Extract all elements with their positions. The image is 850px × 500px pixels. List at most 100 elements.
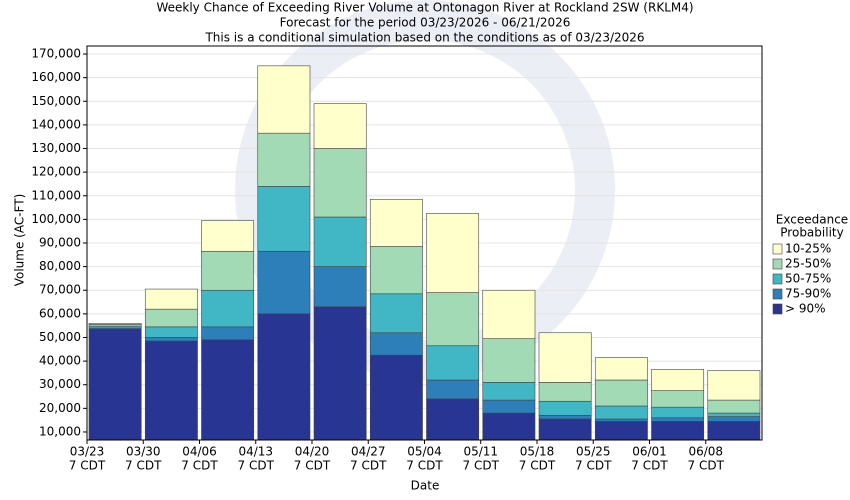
y-tick-label: 80,000 [39, 259, 81, 273]
chart-title: Forecast for the period 03/23/2026 - 06/… [280, 16, 571, 30]
chart-title: This is a conditional simulation based o… [204, 31, 644, 45]
y-tick-label: 160,000 [31, 70, 81, 84]
bar-segment [651, 406, 705, 419]
bar-segment [594, 405, 648, 420]
bar-segment [257, 65, 311, 134]
x-tick-sublabel: 7 CDT [463, 459, 500, 473]
legend-swatch [772, 288, 783, 300]
y-tick-label: 60,000 [39, 306, 81, 320]
y-tick-label: 10,000 [39, 424, 81, 438]
bar-segment [482, 338, 536, 383]
bar-segment [313, 306, 367, 441]
x-tick-sublabel: 7 CDT [406, 459, 443, 473]
x-tick-label: 05/04 [407, 445, 442, 459]
legend-swatch [772, 303, 783, 315]
bar-segment [257, 186, 311, 252]
x-tick-sublabel: 7 CDT [350, 459, 387, 473]
bar-segment [313, 266, 367, 308]
legend-label: 50-75% [785, 272, 831, 286]
x-tick-sublabel: 7 CDT [125, 459, 162, 473]
bar-segment [426, 398, 480, 441]
bar-segment [369, 199, 423, 247]
y-tick-label: 90,000 [39, 236, 81, 250]
bar-segment [369, 332, 423, 356]
x-tick-sublabel: 7 CDT [688, 459, 725, 473]
bar-segment [707, 421, 761, 441]
bar-segment [201, 250, 255, 291]
chart-title: Weekly Chance of Exceeding River Volume … [156, 1, 693, 15]
bar-segment [144, 340, 198, 441]
legend-label: 25-50% [785, 257, 831, 271]
bar-segment [369, 293, 423, 334]
bar-segment [651, 390, 705, 408]
bar-segment [594, 357, 648, 381]
bar-segment [201, 220, 255, 252]
bar-segment [426, 345, 480, 381]
x-tick-sublabel: 7 CDT [294, 459, 331, 473]
bar-segment [651, 369, 705, 391]
legend-label: 10-25% [785, 242, 831, 256]
bar-segment [538, 418, 592, 441]
y-tick-label: 20,000 [39, 401, 81, 415]
bar-segment [482, 412, 536, 441]
bar-segment [538, 415, 592, 420]
bar-segment [144, 288, 198, 310]
bar-segment [482, 289, 536, 339]
y-tick-label: 100,000 [31, 212, 81, 226]
x-tick-label: 05/25 [576, 445, 611, 459]
x-tick-label: 06/08 [688, 445, 723, 459]
x-tick-sublabel: 7 CDT [631, 459, 668, 473]
y-tick-label: 70,000 [39, 283, 81, 297]
x-tick-label: 05/11 [463, 445, 498, 459]
bar-segment [707, 370, 761, 401]
bar-segment [538, 332, 592, 383]
bar-segment [201, 289, 255, 328]
bar-segment [313, 103, 367, 149]
bar-segment [257, 250, 311, 315]
y-axis-label: Volume (AC-FT) [13, 194, 27, 287]
y-tick-label: 110,000 [31, 188, 81, 202]
legend-swatch [772, 273, 783, 285]
x-tick-label: 04/06 [182, 445, 217, 459]
bar-segment [313, 148, 367, 218]
y-tick-label: 120,000 [31, 165, 81, 179]
x-tick-label: 04/20 [295, 445, 330, 459]
bar-segment [257, 132, 311, 187]
bar-segment [594, 421, 648, 441]
x-tick-label: 04/13 [238, 445, 273, 459]
y-tick-label: 130,000 [31, 141, 81, 155]
legend-label: 75-90% [785, 287, 831, 301]
bar-segment [482, 382, 536, 401]
x-tick-label: 05/18 [520, 445, 555, 459]
x-tick-sublabel: 7 CDT [238, 459, 275, 473]
bar-segment [707, 412, 761, 417]
bar-segment [88, 328, 142, 441]
x-axis-label: Date [411, 479, 440, 493]
bar-segment [651, 421, 705, 441]
plot-frame [86, 45, 763, 441]
bar-segment [144, 308, 198, 328]
x-tick-sublabel: 7 CDT [69, 459, 106, 473]
bar-segment [482, 399, 536, 414]
bar-segment [651, 417, 705, 422]
bar-segment [369, 354, 423, 441]
legend-swatch [772, 243, 783, 255]
y-tick-label: 30,000 [39, 377, 81, 391]
legend-title: Probability [780, 226, 843, 240]
bar-segment [88, 323, 142, 325]
x-tick-label: 06/01 [632, 445, 667, 459]
bar-segment [313, 216, 367, 267]
bar-segment [538, 400, 592, 416]
bar-segment [594, 379, 648, 407]
x-tick-sublabel: 7 CDT [575, 459, 612, 473]
x-tick-sublabel: 7 CDT [181, 459, 218, 473]
y-tick-label: 150,000 [31, 94, 81, 108]
legend-label: > 90% [785, 302, 826, 316]
bar-segment [144, 337, 198, 342]
x-tick-sublabel: 7 CDT [519, 459, 556, 473]
x-tick-label: 03/30 [126, 445, 161, 459]
watermark [235, 0, 615, 380]
legend-swatch [772, 258, 783, 270]
y-tick-label: 50,000 [39, 330, 81, 344]
